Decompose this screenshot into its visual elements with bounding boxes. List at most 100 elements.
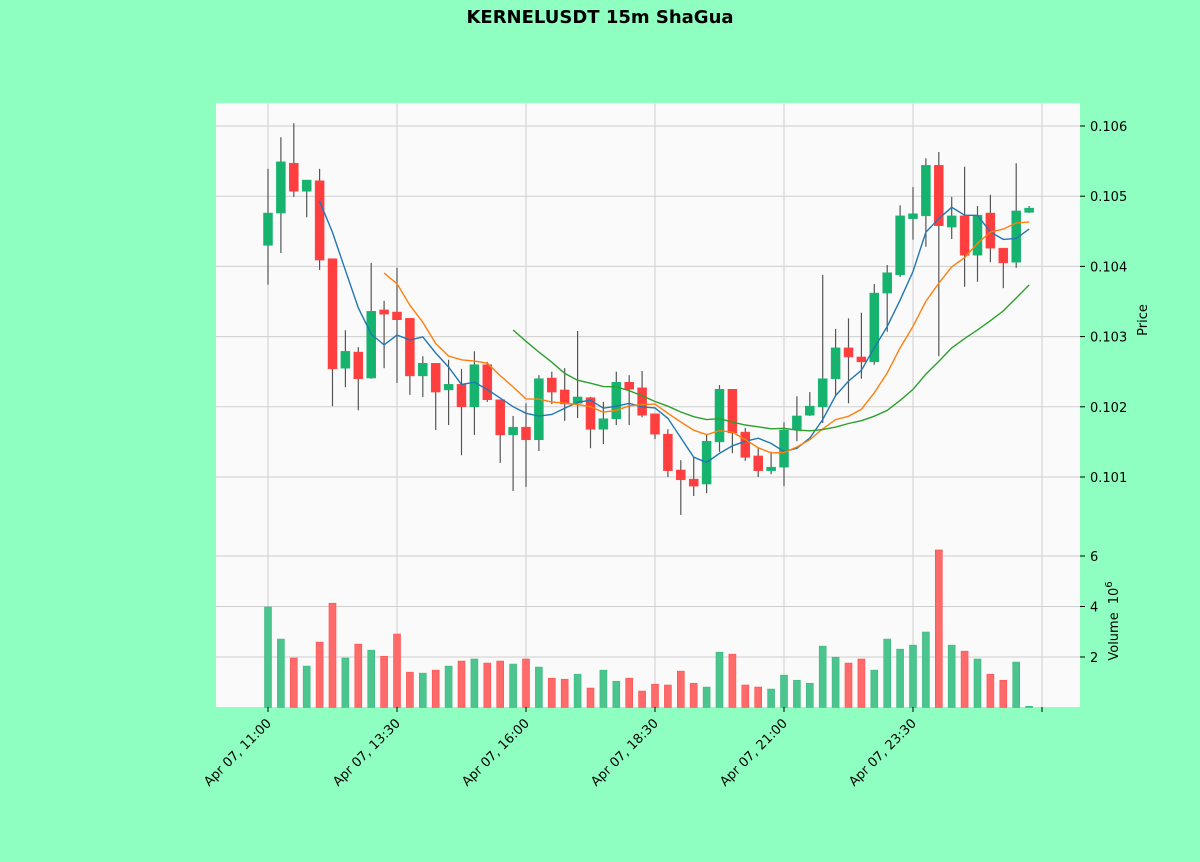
candle-down (959, 215, 970, 256)
candle-down (856, 356, 867, 363)
candle-down (289, 162, 299, 192)
candle-down (843, 347, 854, 358)
volume-bar (547, 677, 556, 708)
price-tick-label: 0.102 (1090, 401, 1127, 416)
candle-up (301, 179, 312, 192)
candle-down (740, 431, 751, 458)
volume-bar (870, 669, 879, 708)
volume-bar (393, 633, 401, 708)
ma5-line (318, 201, 1030, 464)
volume-bar (793, 679, 801, 708)
candle-up (714, 389, 725, 443)
volume-bar (380, 655, 388, 708)
volume-bar (289, 657, 298, 708)
volume-bars (264, 549, 1033, 708)
volume-axis-label: Volume 106 (1104, 581, 1122, 660)
candle-up (534, 378, 544, 441)
candle-down (998, 247, 1009, 264)
candle-up (972, 214, 983, 256)
candle-up (611, 381, 622, 419)
candle-up (779, 429, 789, 468)
candle-up (817, 378, 828, 408)
volume-bar (805, 682, 814, 708)
candle-down (585, 397, 596, 430)
candles (263, 123, 1034, 515)
candle-down (559, 389, 570, 405)
candle-down (547, 377, 557, 393)
volume-bar (922, 631, 930, 708)
candle-down (637, 387, 647, 416)
volume-tick-label: 4 (1090, 601, 1098, 616)
volume-bar (999, 679, 1008, 708)
candle-up (1024, 207, 1034, 213)
volume-bar (676, 670, 685, 708)
volume-bar (702, 686, 711, 708)
volume-bar (986, 673, 995, 708)
x-tick-label: Apr 07, 18:30 (588, 716, 661, 789)
x-tick-label: Apr 07, 13:30 (330, 716, 403, 789)
candle-up (921, 165, 931, 217)
volume-bar (767, 688, 775, 708)
volume-bar (522, 658, 530, 708)
candle-up (469, 364, 480, 408)
price-panel (216, 103, 1080, 535)
volume-bar (315, 641, 324, 708)
x-tick-label: Apr 07, 23:30 (846, 716, 919, 789)
volume-bar (1025, 705, 1033, 708)
candle-up (908, 213, 918, 219)
volume-bar (302, 665, 311, 708)
volume-bar (418, 672, 427, 708)
x-tick-label: Apr 07, 16:00 (459, 716, 532, 789)
volume-bar (625, 677, 634, 708)
price-tick-label: 0.103 (1090, 331, 1127, 346)
candle-up (1011, 210, 1021, 263)
candle-down (456, 384, 467, 408)
volume-label-text: Volume (1107, 612, 1122, 660)
candle-down (353, 351, 364, 379)
volume-bar (934, 549, 943, 708)
candle-down (521, 426, 531, 441)
volume-bar (599, 669, 608, 708)
volume-bar (612, 680, 621, 708)
candle-up (443, 384, 454, 391)
candle-down (727, 389, 738, 434)
candle-down (663, 433, 673, 471)
candle-up (792, 415, 802, 430)
candle-down (379, 309, 389, 315)
volume-bar (689, 682, 698, 708)
volume-multiplier-exp: 6 (1104, 581, 1115, 587)
candle-down (676, 469, 686, 481)
volume-bar (354, 643, 363, 708)
volume-bar (560, 678, 569, 708)
volume-bar (960, 650, 969, 708)
candle-down (934, 165, 944, 226)
candle-down (650, 413, 660, 435)
volume-bar (444, 665, 453, 708)
candle-down (405, 318, 415, 377)
x-tick-label: Apr 07, 21:00 (717, 716, 790, 789)
gridlines (216, 103, 1080, 707)
volume-bar (947, 644, 956, 708)
candle-down (624, 381, 634, 390)
volume-bar (664, 684, 672, 708)
volume-bar (909, 644, 917, 708)
volume-bar (470, 658, 479, 708)
volume-bar (780, 674, 788, 708)
volume-bar (754, 686, 763, 708)
price-tick-label: 0.101 (1090, 471, 1127, 486)
candle-up (766, 466, 776, 471)
volume-tick-label: 2 (1090, 651, 1098, 666)
volume-bar (457, 660, 466, 708)
volume-tick-label: 6 (1090, 550, 1098, 565)
candle-up (276, 161, 286, 214)
volume-bar (741, 684, 750, 708)
moving-averages (318, 201, 1030, 464)
volume-bar (328, 602, 337, 708)
price-tick-label: 0.105 (1090, 190, 1127, 205)
price-tick-label: 0.106 (1090, 120, 1127, 135)
ma20-line (512, 284, 1030, 432)
candle-down (392, 311, 402, 321)
candle-down (688, 478, 699, 487)
candle-up (895, 215, 905, 276)
volume-bar (1012, 661, 1021, 708)
